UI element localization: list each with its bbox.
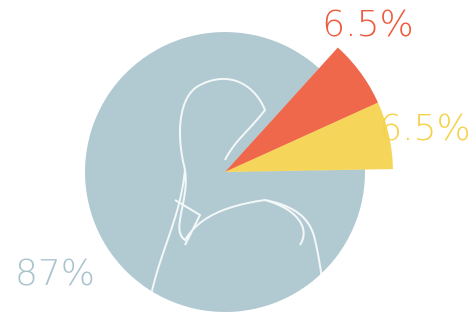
data-label: 6.5% (322, 4, 413, 45)
chart: 87% 6.5% 6.5% (0, 0, 474, 318)
data-label: 6.5% (379, 108, 470, 149)
data-label: 87% (15, 253, 95, 294)
pie (85, 32, 393, 312)
